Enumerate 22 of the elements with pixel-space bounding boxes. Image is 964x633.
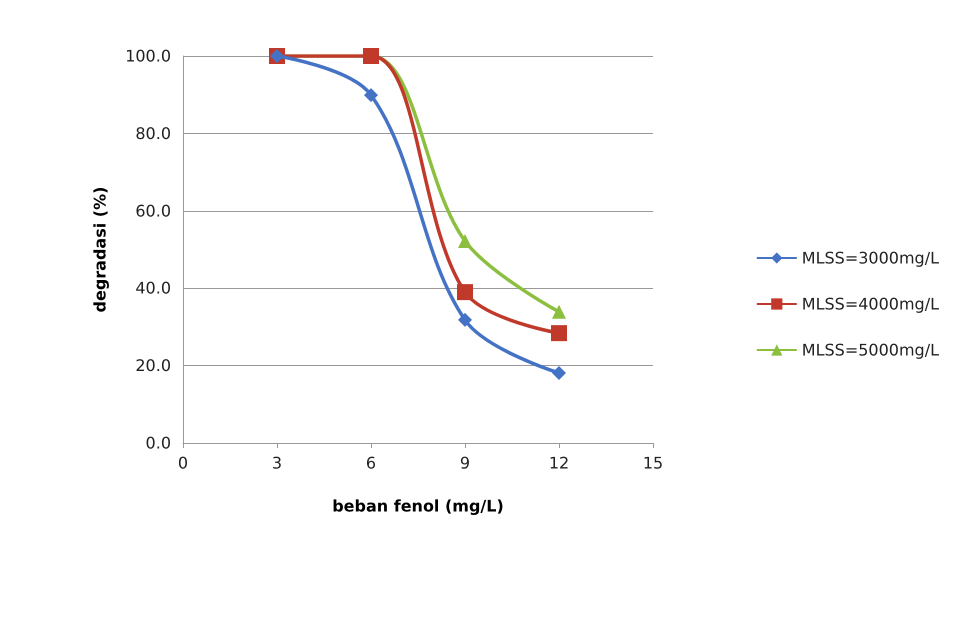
- legend-label: MLSS=5000mg/L: [802, 340, 940, 360]
- y-axis-title: degradasi (%): [90, 186, 110, 312]
- x-tick-label: 15: [642, 454, 664, 472]
- y-tick-label: 0.0: [146, 434, 171, 452]
- x-tick-label: 9: [460, 454, 470, 472]
- x-tick-label: 6: [366, 454, 376, 472]
- x-tick-label: 12: [548, 454, 570, 472]
- y-tick-label: 100.0: [125, 46, 171, 66]
- point: [457, 284, 473, 300]
- x-tick-label: 0: [178, 454, 188, 472]
- y-tick-label: 40.0: [135, 278, 171, 298]
- x-axis-title: beban fenol (mg/L): [332, 496, 504, 516]
- legend-label: MLSS=4000mg/L: [802, 294, 940, 314]
- y-tick-label: 20.0: [135, 356, 171, 376]
- point: [458, 312, 472, 327]
- y-tick-label: 80.0: [135, 124, 171, 143]
- point: [552, 366, 566, 380]
- legend-label: MLSS=3000mg/L: [802, 248, 940, 268]
- x-tick-label: 3: [272, 454, 282, 472]
- y-tick-label: 60.0: [135, 201, 171, 220]
- point: [551, 325, 567, 342]
- point: [364, 88, 378, 102]
